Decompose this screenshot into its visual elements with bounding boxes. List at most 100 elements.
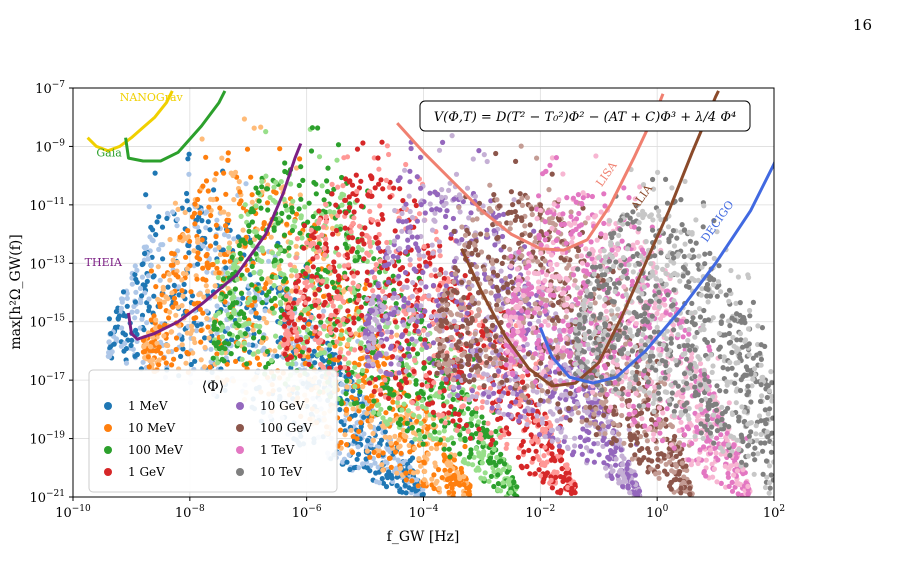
data-point <box>351 465 357 471</box>
data-point <box>214 330 220 336</box>
data-point <box>385 446 391 452</box>
data-point <box>277 320 283 326</box>
data-point <box>406 307 412 313</box>
data-point <box>378 331 385 337</box>
data-point <box>419 492 425 497</box>
data-point <box>168 262 174 268</box>
data-point <box>504 377 510 383</box>
data-point <box>410 346 416 352</box>
data-point <box>360 367 366 374</box>
data-point <box>385 245 391 251</box>
data-point <box>496 389 502 395</box>
data-point <box>426 293 432 299</box>
data-point <box>308 148 315 154</box>
page-number: 16 <box>852 16 872 34</box>
data-point <box>454 324 460 330</box>
data-point <box>166 315 172 321</box>
data-point <box>403 379 410 386</box>
data-point <box>206 204 212 210</box>
data-point <box>170 257 176 263</box>
data-point <box>402 167 408 173</box>
data-point <box>175 206 181 212</box>
data-point <box>369 174 375 180</box>
data-point <box>493 293 499 299</box>
data-point <box>118 296 125 302</box>
data-point <box>444 483 450 490</box>
data-point <box>293 348 299 354</box>
data-point <box>407 168 413 174</box>
data-point <box>171 282 177 288</box>
data-point <box>316 313 322 319</box>
data-point <box>444 477 451 483</box>
data-point <box>179 205 185 211</box>
data-point <box>325 165 331 171</box>
data-point <box>467 435 473 441</box>
data-point <box>623 478 629 484</box>
data-point <box>473 405 480 412</box>
data-point <box>403 218 409 224</box>
data-point <box>486 377 492 383</box>
data-point <box>161 333 167 339</box>
data-point <box>393 375 399 381</box>
data-point <box>420 269 426 275</box>
data-point <box>477 385 483 391</box>
data-point <box>439 381 445 387</box>
data-point <box>338 419 344 425</box>
data-point <box>437 253 443 259</box>
data-point <box>336 277 342 283</box>
data-point <box>539 388 545 394</box>
data-point <box>198 357 204 363</box>
data-point <box>619 453 625 459</box>
data-point <box>347 297 353 303</box>
data-point <box>427 201 433 207</box>
data-point <box>249 199 255 205</box>
data-point <box>364 277 370 284</box>
data-point <box>263 129 269 135</box>
data-point <box>453 171 460 177</box>
data-point <box>165 349 172 355</box>
data-point <box>195 261 201 267</box>
data-point <box>166 271 172 277</box>
data-point <box>390 399 396 405</box>
data-point <box>424 344 430 350</box>
data-point <box>372 376 379 382</box>
data-point <box>345 308 351 314</box>
data-point <box>200 310 206 316</box>
data-point <box>256 257 262 263</box>
data-point <box>129 281 135 287</box>
data-point <box>235 340 241 346</box>
data-point <box>125 337 131 343</box>
data-point <box>132 299 138 305</box>
data-point <box>227 304 233 311</box>
data-point <box>157 304 163 310</box>
data-point <box>481 391 487 397</box>
data-point <box>467 492 473 497</box>
data-point <box>241 322 248 328</box>
data-point <box>242 202 248 208</box>
data-point <box>361 256 367 262</box>
data-point <box>248 309 254 315</box>
data-point <box>407 229 413 235</box>
data-point <box>409 425 415 431</box>
data-point <box>271 184 277 190</box>
data-point <box>412 436 418 442</box>
data-point <box>401 303 407 309</box>
data-point <box>390 295 396 301</box>
data-point <box>499 233 506 240</box>
data-point <box>198 327 204 334</box>
data-point <box>409 234 415 240</box>
data-point <box>351 320 357 326</box>
data-point <box>203 283 209 289</box>
data-point <box>153 317 159 323</box>
data-point <box>500 480 506 486</box>
data-point <box>435 467 442 473</box>
data-point <box>284 356 291 362</box>
data-point <box>226 217 232 223</box>
data-point <box>421 477 427 483</box>
data-point <box>271 310 277 316</box>
data-point <box>156 246 162 252</box>
data-point <box>448 404 454 410</box>
data-point <box>373 353 380 359</box>
data-point <box>130 346 136 352</box>
data-point <box>418 202 424 208</box>
